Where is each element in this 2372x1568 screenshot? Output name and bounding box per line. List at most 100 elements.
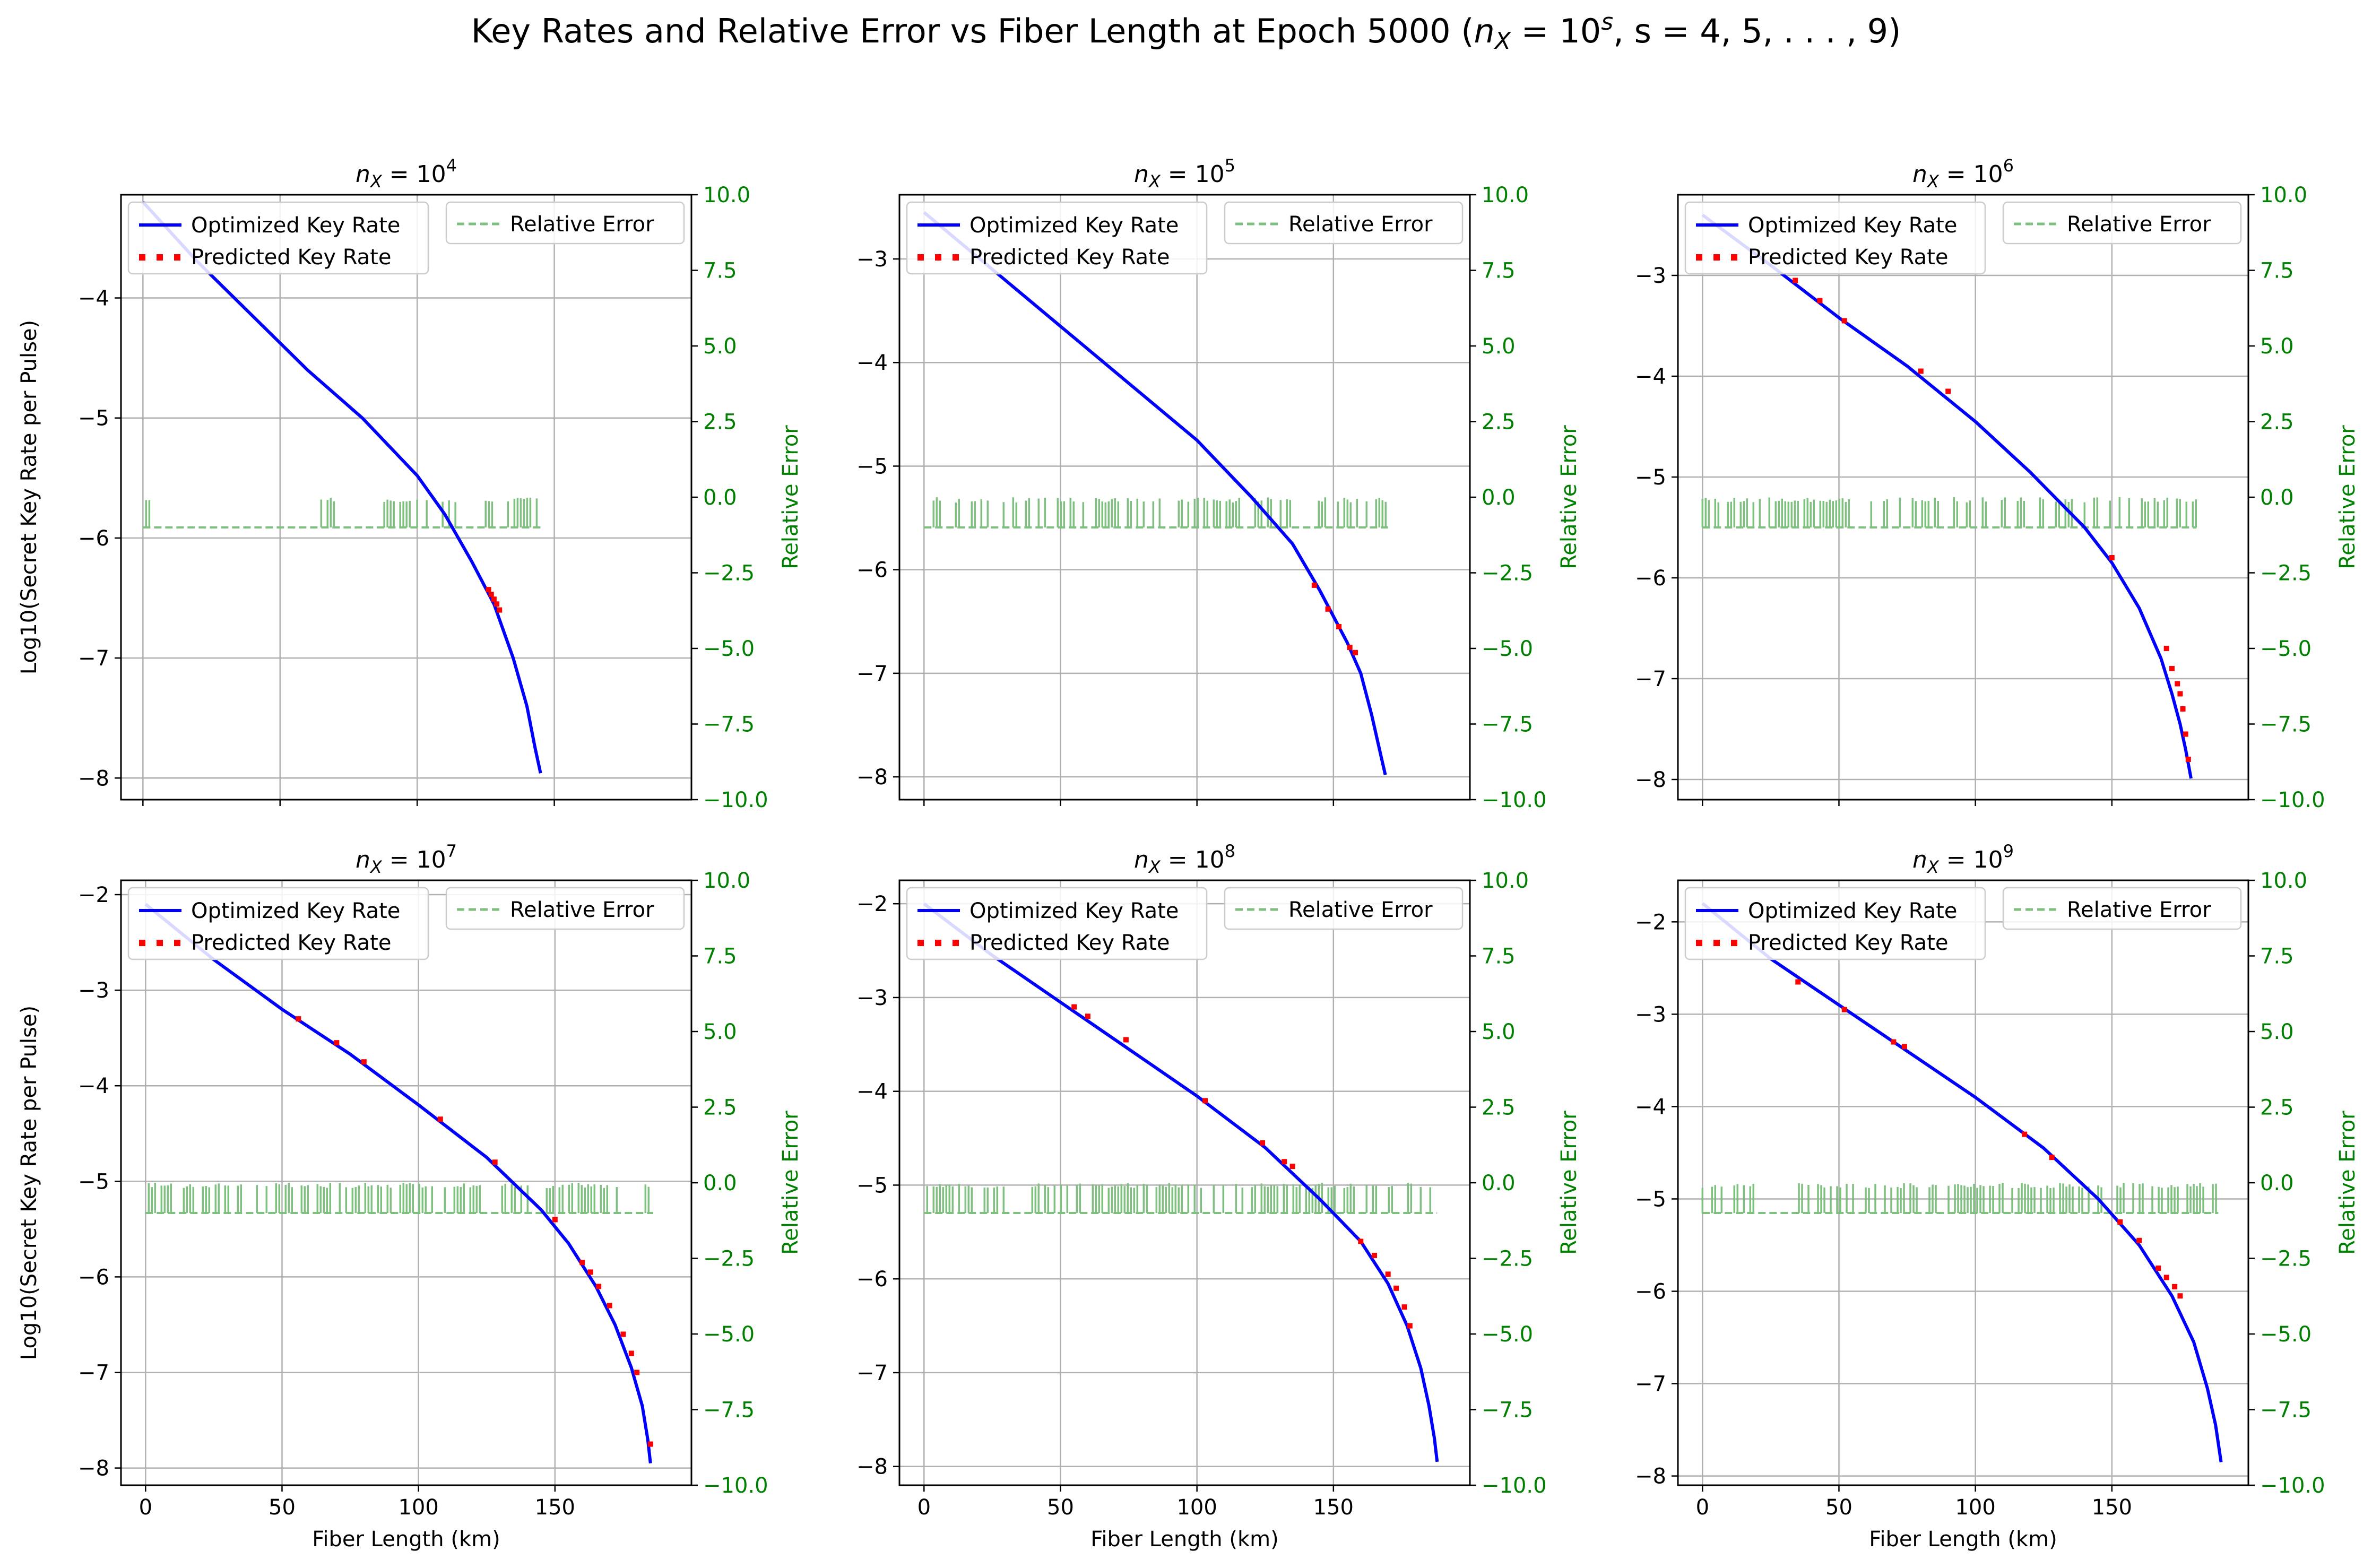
panel-title-exp: 6 xyxy=(2003,155,2014,176)
predicted-key-rate-point xyxy=(1385,1271,1391,1277)
legend-predicted-swatch xyxy=(1696,254,1702,261)
panel-title: nX = 105 xyxy=(1134,155,1235,192)
legend-right: Relative Error xyxy=(2002,201,2242,245)
chart-panel-3: −8 −7 −6 −5 −4 −3 −10.0 −7.5 −5.0 −2.5 0.0 2.5 5.0 7.… xyxy=(1635,155,2360,812)
panel-title-exp: 5 xyxy=(1225,155,1235,176)
legend-predicted-label: Predicted Key Rate xyxy=(191,931,391,955)
legend-optimized-label: Optimized Key Rate xyxy=(191,213,400,238)
x-tick-label: 150 xyxy=(2092,1495,2132,1520)
y-tick-label: −6 xyxy=(856,1267,888,1292)
legend-predicted-swatch xyxy=(935,940,941,946)
y-tick-label: −4 xyxy=(78,1074,109,1098)
x-tick-label: 150 xyxy=(1313,1495,1354,1520)
legend-predicted-swatch xyxy=(1731,254,1737,261)
x-tick-label: 100 xyxy=(1955,1495,1995,1520)
y2-tick-label: −2.5 xyxy=(703,561,755,586)
panel-title-base: = 10 xyxy=(382,161,446,188)
chart-panel-2: −8 −7 −6 −5 −4 −3 −10.0 −7.5 −5.0 −2.5 0.0 2.5 5.0 7.… xyxy=(856,155,1581,812)
y2-axis-label: Relative Error xyxy=(2335,425,2360,569)
y-tick-label: −8 xyxy=(1635,1465,1666,1489)
panel-title-base: = 10 xyxy=(382,846,446,873)
y-tick-label: −5 xyxy=(78,1169,109,1194)
y-tick-label: −3 xyxy=(1635,1002,1666,1027)
y2-tick-label: 5.0 xyxy=(2260,1020,2294,1044)
predicted-key-rate-point xyxy=(2177,1293,2183,1299)
legend-predicted-swatch xyxy=(917,940,924,946)
x-tick-label: 0 xyxy=(1696,1495,1709,1520)
y2-tick-label: 7.5 xyxy=(703,945,737,969)
y2-tick-label: 0.0 xyxy=(703,486,737,510)
panel-title-sub: X xyxy=(369,171,383,192)
y2-tick-label: 10.0 xyxy=(2260,869,2307,893)
predicted-key-rate-point xyxy=(2155,1265,2161,1271)
panel-title-n: n xyxy=(356,161,370,188)
y2-tick-label: −10.0 xyxy=(703,1474,768,1498)
y2-tick-label: −10.0 xyxy=(2260,788,2325,812)
x-tick-label: 100 xyxy=(1176,1495,1217,1520)
y2-tick-label: −2.5 xyxy=(2260,1247,2312,1271)
panel-title: nX = 106 xyxy=(1912,155,2014,192)
y-tick-label: −6 xyxy=(78,1265,109,1289)
predicted-key-rate-point xyxy=(634,1370,640,1375)
x-tick-label: 0 xyxy=(917,1495,931,1520)
plot-area xyxy=(923,211,1388,775)
legend-predicted-swatch xyxy=(174,254,180,261)
panel-title-n: n xyxy=(1912,846,1927,873)
predicted-key-rate-point xyxy=(1407,1323,1413,1329)
predicted-key-rate-point xyxy=(1793,278,1798,283)
y2-tick-label: −7.5 xyxy=(2260,1398,2312,1423)
panel-title-base: = 10 xyxy=(1161,161,1225,188)
y2-tick-label: 7.5 xyxy=(1482,259,1516,283)
legend-left: Optimized Key Rate Predicted Key Rate xyxy=(127,887,429,960)
y-axis-label: Log10(Secret Key Rate per Pulse) xyxy=(17,320,41,674)
plot-area xyxy=(923,902,1439,1462)
panel-title-sub: X xyxy=(1148,857,1161,877)
y-tick-label: −2 xyxy=(78,883,109,907)
y-tick-label: −3 xyxy=(78,978,109,1003)
legend-predicted-swatch xyxy=(953,254,959,261)
x-tick-label: 100 xyxy=(398,1495,438,1520)
legend-optimized-label: Optimized Key Rate xyxy=(969,213,1179,238)
y2-tick-label: −7.5 xyxy=(1482,713,1533,737)
legend-left: Optimized Key Rate Predicted Key Rate xyxy=(906,887,1208,960)
legend-predicted-swatch xyxy=(1696,940,1702,946)
y2-tick-label: 2.5 xyxy=(1482,410,1516,435)
legend-right: Relative Error xyxy=(445,887,685,930)
y2-tick-label: −5.0 xyxy=(2260,637,2312,661)
y2-tick-label: −7.5 xyxy=(1482,1398,1533,1423)
legend-left-box xyxy=(127,887,429,960)
y2-tick-label: −7.5 xyxy=(703,713,755,737)
y-tick-label: −2 xyxy=(1635,910,1666,934)
y-tick-label: −4 xyxy=(78,287,109,311)
plot-area xyxy=(1701,902,2223,1462)
optimized-key-rate-line xyxy=(144,903,652,1463)
x-tick-label: 50 xyxy=(269,1495,296,1520)
predicted-key-rate-point xyxy=(2022,1131,2028,1137)
predicted-key-rate-point xyxy=(437,1116,443,1122)
predicted-key-rate-point xyxy=(361,1059,367,1065)
predicted-key-rate-point xyxy=(296,1016,301,1022)
panel-title: nX = 108 xyxy=(1134,841,1235,877)
predicted-key-rate-point xyxy=(2109,555,2115,560)
y-tick-label: −5 xyxy=(1635,1187,1666,1211)
predicted-key-rate-point xyxy=(1311,582,1317,588)
y-tick-label: −4 xyxy=(856,1080,888,1104)
legend-predicted-label: Predicted Key Rate xyxy=(1748,931,1948,955)
legend-predicted-swatch xyxy=(953,940,959,946)
y2-tick-label: −5.0 xyxy=(1482,637,1533,661)
predicted-key-rate-point xyxy=(607,1303,612,1309)
panel-title-base: = 10 xyxy=(1939,846,2003,873)
predicted-key-rate-point xyxy=(494,601,500,607)
legend-predicted-label: Predicted Key Rate xyxy=(969,931,1170,955)
legend-left: Optimized Key Rate Predicted Key Rate xyxy=(127,201,429,275)
predicted-key-rate-point xyxy=(1393,1285,1399,1291)
y2-tick-label: 5.0 xyxy=(1482,1020,1516,1044)
y2-tick-label: 7.5 xyxy=(2260,945,2294,969)
y2-tick-label: 10.0 xyxy=(1482,869,1529,893)
y2-tick-label: −10.0 xyxy=(1482,1474,1547,1498)
predicted-key-rate-point xyxy=(1352,649,1358,655)
legend-right-box xyxy=(445,887,685,930)
legend-right-box xyxy=(1224,887,1464,930)
legend-left-box xyxy=(906,201,1208,275)
y-tick-label: −7 xyxy=(78,646,109,671)
